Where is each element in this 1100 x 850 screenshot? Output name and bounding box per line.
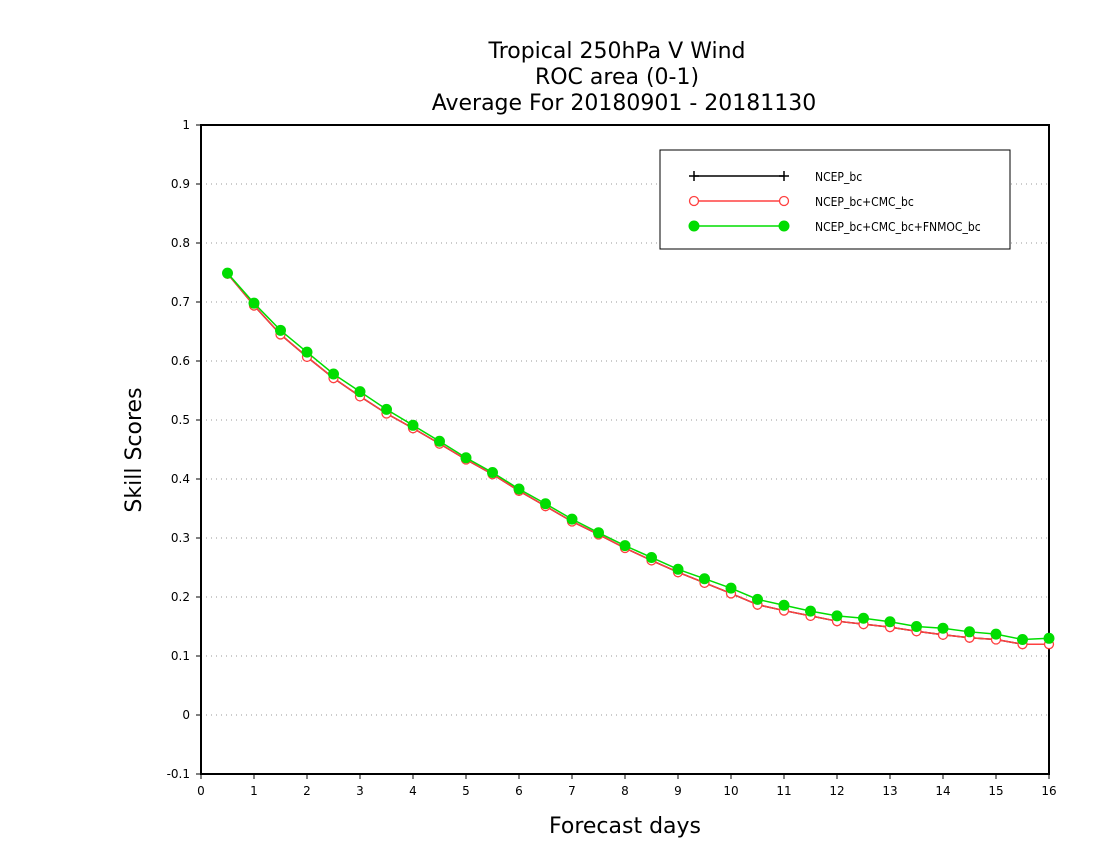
data-point-ncep-bc-cmc-bc-fnmoc-bc: [725, 582, 737, 594]
y-tick-label: 0.8: [171, 236, 190, 250]
data-point-ncep-bc-cmc-bc-fnmoc-bc: [805, 605, 816, 617]
data-point-ncep-bc-cmc-bc-fnmoc-bc: [778, 599, 790, 611]
legend-label-ncep-bc-cmc-bc: NCEP_bc+CMC_bc: [815, 195, 914, 209]
legend-marker-start-ncep-bc-cmc-bc-fnmoc-bc: [688, 220, 700, 232]
series-ncep-bc-cmc-bc: [222, 268, 1055, 650]
y-tick-label: 0.1: [171, 649, 190, 663]
x-tick-label: 13: [882, 784, 897, 798]
x-tick-label: 10: [723, 784, 738, 798]
x-tick-label: 2: [303, 784, 311, 798]
data-point-ncep-bc-cmc-bc-fnmoc-bc: [487, 467, 498, 479]
data-point-ncep-bc-cmc-bc-fnmoc-bc: [1043, 632, 1055, 644]
data-point-ncep-bc-cmc-bc-fnmoc-bc: [301, 346, 313, 358]
x-tick-label: 15: [988, 784, 1003, 798]
data-point-ncep-bc-cmc-bc-fnmoc-bc: [937, 622, 949, 634]
grid-lines: [201, 183, 1049, 716]
data-point-ncep-bc-cmc-bc-fnmoc-bc: [222, 267, 233, 279]
data-point-ncep-bc-cmc-bc-fnmoc-bc: [566, 513, 578, 525]
y-tick-label: 0.2: [171, 590, 190, 604]
y-tick-label: 0.7: [171, 295, 190, 309]
legend-marker-end-ncep-bc-cmc-bc-fnmoc-bc: [778, 220, 790, 232]
data-point-ncep-bc-cmc-bc-fnmoc-bc: [434, 435, 445, 447]
x-tick-label: 8: [621, 784, 629, 798]
x-tick-label: 16: [1041, 784, 1056, 798]
x-tick-label: 7: [568, 784, 576, 798]
x-tick-label: 5: [462, 784, 470, 798]
x-tick-label: 4: [409, 784, 417, 798]
x-tick-label: 3: [356, 784, 364, 798]
data-point-ncep-bc-cmc-bc-fnmoc-bc: [964, 626, 975, 638]
x-tick-label: 9: [674, 784, 682, 798]
series-line-ncep-bc-cmc-bc: [226, 273, 1049, 645]
data-point-ncep-bc-cmc-bc-fnmoc-bc: [619, 540, 631, 552]
data-point-ncep-bc-cmc-bc-fnmoc-bc: [858, 612, 869, 624]
data-point-ncep-bc-cmc-bc-fnmoc-bc: [752, 593, 763, 605]
series-ncep-bc-cmc-bc-fnmoc-bc: [222, 267, 1055, 645]
y-tick-label: 0.5: [171, 413, 190, 427]
data-point-ncep-bc-cmc-bc-fnmoc-bc: [540, 498, 551, 510]
y-axis-label: Skill Scores: [122, 387, 147, 512]
series-line-ncep-bc-cmc-bc-fnmoc-bc: [226, 272, 1050, 641]
x-axis-label: Forecast days: [549, 814, 701, 839]
data-point-ncep-bc-cmc-bc-fnmoc-bc: [911, 621, 922, 632]
data-point-ncep-bc-cmc-bc-fnmoc-bc: [328, 368, 339, 380]
legend-marker-start-ncep-bc-cmc-bc: [688, 195, 700, 207]
y-tick-label: 1: [182, 118, 190, 132]
data-point-ncep-bc-cmc-bc-fnmoc-bc: [672, 563, 684, 575]
data-point-ncep-bc-cmc-bc-fnmoc-bc: [354, 386, 366, 398]
x-tick-label: 0: [197, 784, 205, 798]
data-point-ncep-bc-cmc-bc-fnmoc-bc: [275, 324, 286, 336]
data-point-ncep-bc-cmc-bc-fnmoc-bc: [990, 628, 1002, 640]
x-tick-label: 1: [250, 784, 258, 798]
data-point-ncep-bc-cmc-bc-fnmoc-bc: [1017, 633, 1028, 645]
data-point-ncep-bc-cmc-bc-fnmoc-bc: [646, 551, 657, 563]
title-line-1: Tropical 250hPa V Wind: [487, 39, 745, 64]
y-tick-label: 0: [182, 708, 190, 722]
title-line-2: ROC area (0-1): [535, 65, 699, 90]
legend-marker-end-ncep-bc: [779, 171, 789, 181]
y-tick-label: 0.6: [171, 354, 190, 368]
data-point-ncep-bc-cmc-bc-fnmoc-bc: [884, 616, 896, 628]
y-tick-label: 0.4: [171, 472, 190, 486]
data-point-ncep-bc-cmc-bc-fnmoc-bc: [699, 573, 710, 585]
legend-marker-end-ncep-bc-cmc-bc: [778, 195, 790, 207]
data-point-ncep-bc-cmc-bc-fnmoc-bc: [593, 527, 604, 539]
x-tick-label: 6: [515, 784, 523, 798]
data-point-ncep-bc-cmc-bc-fnmoc-bc: [248, 297, 260, 309]
legend-label-ncep-bc-cmc-bc-fnmoc-bc: NCEP_bc+CMC_bc+FNMOC_bc: [815, 220, 981, 234]
x-axis-ticks: 0 1 2 3 4 5 6 7 8 9 10 11 12 13 14 15 16: [197, 774, 1057, 798]
data-point-ncep-bc-cmc-bc-fnmoc-bc: [513, 483, 525, 495]
series-line-ncep-bc: [226, 273, 1049, 645]
y-axis-ticks: -0.1 0 0.1 0.2 0.3 0.4 0.5 0.6 0.7 0.8 0.9 1: [167, 118, 201, 781]
y-tick-label: 0.9: [171, 177, 190, 191]
data-point-ncep-bc-cmc-bc-fnmoc-bc: [460, 452, 472, 464]
x-tick-label: 14: [935, 784, 950, 798]
series-ncep-bc: [222, 268, 1054, 650]
y-tick-label: -0.1: [167, 767, 190, 781]
legend: NCEP_bc NCEP_bc+CMC_bc NCEP_bc+CMC_bc+FNMO…: [659, 149, 1011, 250]
legend-box: [659, 149, 1011, 250]
legend-label-ncep-bc: NCEP_bc: [815, 170, 862, 184]
series-layer: [222, 267, 1055, 650]
data-point-ncep-bc-cmc-bc-fnmoc-bc: [381, 403, 392, 415]
x-tick-label: 11: [776, 784, 791, 798]
chart-title: Tropical 250hPa V Wind ROC area (0-1) Av…: [432, 39, 817, 116]
data-point-ncep-bc-cmc-bc-fnmoc-bc: [831, 610, 843, 622]
title-line-3: Average For 20180901 - 20181130: [432, 91, 817, 116]
y-tick-label: 0.3: [171, 531, 190, 545]
data-point-ncep-bc-cmc-bc-fnmoc-bc: [407, 419, 419, 431]
legend-marker-start-ncep-bc: [689, 171, 699, 181]
x-tick-label: 12: [829, 784, 844, 798]
